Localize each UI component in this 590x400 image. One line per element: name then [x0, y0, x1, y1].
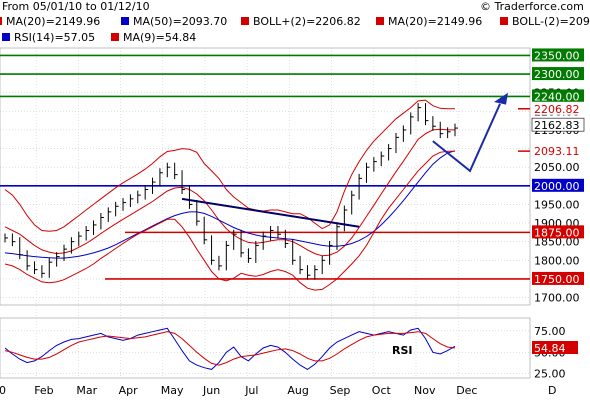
x-tick-label: Sep	[330, 384, 351, 397]
last-price-badge	[531, 117, 585, 132]
legend-rsi: RSI(14)=57.05	[2, 31, 95, 44]
x-tick-label: Feb	[34, 384, 53, 397]
legend-swatch	[0, 17, 2, 25]
level-badge	[532, 178, 584, 192]
series-ma50	[4, 150, 456, 259]
price-tick-label: 2050.00	[534, 161, 580, 174]
level-badge	[532, 48, 584, 62]
x-tick-label: Dec	[456, 384, 477, 397]
date-range-text: From 05/01/10 to 01/12/10	[2, 0, 150, 13]
legend-swatch	[2, 33, 10, 41]
level-badge	[532, 101, 584, 115]
rsi-panel-frame	[0, 317, 531, 379]
x-tick-label: Mar	[76, 384, 97, 397]
legend-ma20: MA(20)=2149.96	[0, 15, 100, 28]
legend-boll-upper: BOLL+(2)=2206.82	[241, 15, 361, 28]
x-tick-label: May	[161, 384, 184, 397]
series-boll_upper	[4, 99, 455, 232]
series-ma20	[4, 128, 455, 257]
price-tick-label: 1950.00	[534, 198, 580, 211]
level-badge	[532, 144, 584, 158]
rsi-series-rsi	[4, 327, 456, 370]
price-tick-label: 1800.00	[534, 254, 580, 267]
last-price-label: 2162.83	[534, 119, 580, 132]
level-label: 1750.00	[534, 273, 580, 286]
level-label: 2206.82	[534, 103, 580, 116]
level-badge	[532, 271, 584, 285]
x-tick-label: Aug	[287, 384, 308, 397]
legend-swatch	[111, 33, 119, 41]
legend-ma20-second: MA(20)=2149.96	[376, 15, 482, 28]
x-tick-label: Nov	[414, 384, 436, 397]
price-tick-label: 1700.00	[534, 292, 580, 305]
x-tick-label: 10	[0, 384, 6, 397]
projection-arrowhead	[494, 92, 508, 105]
legend-swatch	[376, 17, 384, 25]
level-badge	[532, 67, 584, 81]
legend-rsi-ma9: MA(9)=54.84	[111, 31, 196, 44]
legend-boll-lower: BOLL-(2)=209	[500, 15, 590, 28]
series-boll_lower	[4, 150, 455, 291]
projection-arrow-line	[432, 103, 501, 173]
price-tick-label: 1850.00	[534, 236, 580, 249]
level-badge	[532, 225, 584, 239]
x-tick-label: Apr	[119, 384, 139, 397]
legend-swatch	[121, 17, 129, 25]
rsi-tick-label: 75.00	[534, 325, 566, 338]
rsi-title: RSI	[392, 344, 413, 357]
level-label: 2240.00	[534, 90, 580, 103]
x-tick-label: D	[548, 384, 556, 397]
rsi-tick-label: 25.00	[534, 368, 566, 381]
price-panel-frame	[0, 47, 531, 306]
copyright-text: © Traderforce.com	[480, 0, 584, 13]
level-label: 1875.00	[534, 226, 580, 239]
legend-swatch	[500, 17, 508, 25]
rsi-series-rsi_ma9	[4, 331, 456, 366]
legend-swatch	[241, 17, 249, 25]
legend-ma50: MA(50)=2093.70	[121, 15, 227, 28]
level-label: 2093.11	[534, 145, 580, 158]
x-tick-label: Jul	[244, 384, 258, 397]
trend-line	[181, 197, 360, 228]
level-label: 2300.00	[534, 68, 580, 81]
rsi-last-badge	[532, 341, 578, 354]
level-label: 2000.00	[534, 180, 580, 193]
x-tick-label: Oct	[372, 384, 392, 397]
rsi-last-label: 54.84	[534, 342, 566, 355]
level-label: 2350.00	[534, 49, 580, 62]
level-badge	[532, 89, 584, 103]
x-tick-label: Jun	[202, 384, 220, 397]
